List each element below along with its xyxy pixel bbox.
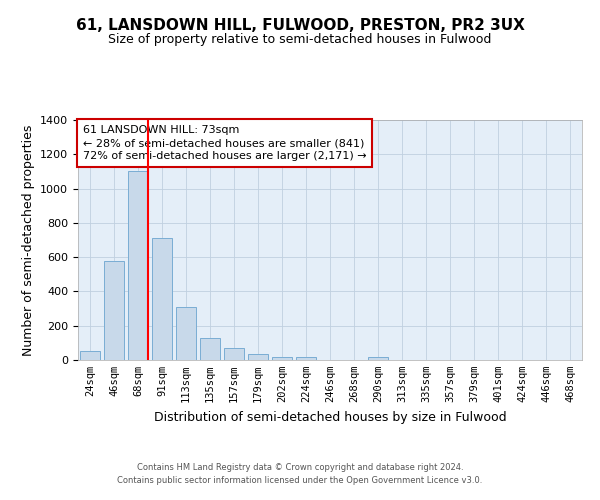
Bar — [128, 172, 148, 360]
Text: 61, LANSDOWN HILL, FULWOOD, PRESTON, PR2 3UX: 61, LANSDOWN HILL, FULWOOD, PRESTON, PR2… — [76, 18, 524, 32]
Bar — [296, 358, 316, 360]
Bar — [152, 238, 172, 360]
Bar — [200, 338, 220, 360]
Text: Contains public sector information licensed under the Open Government Licence v3: Contains public sector information licen… — [118, 476, 482, 485]
Bar — [248, 354, 268, 360]
Bar — [104, 260, 124, 360]
Bar — [224, 348, 244, 360]
Text: Contains HM Land Registry data © Crown copyright and database right 2024.: Contains HM Land Registry data © Crown c… — [137, 464, 463, 472]
Text: 61 LANSDOWN HILL: 73sqm
← 28% of semi-detached houses are smaller (841)
72% of s: 61 LANSDOWN HILL: 73sqm ← 28% of semi-de… — [83, 125, 367, 161]
Y-axis label: Number of semi-detached properties: Number of semi-detached properties — [22, 124, 35, 356]
Bar — [176, 307, 196, 360]
Text: Size of property relative to semi-detached houses in Fulwood: Size of property relative to semi-detach… — [109, 32, 491, 46]
Bar — [368, 358, 388, 360]
X-axis label: Distribution of semi-detached houses by size in Fulwood: Distribution of semi-detached houses by … — [154, 410, 506, 424]
Bar — [272, 356, 292, 360]
Bar — [80, 352, 100, 360]
